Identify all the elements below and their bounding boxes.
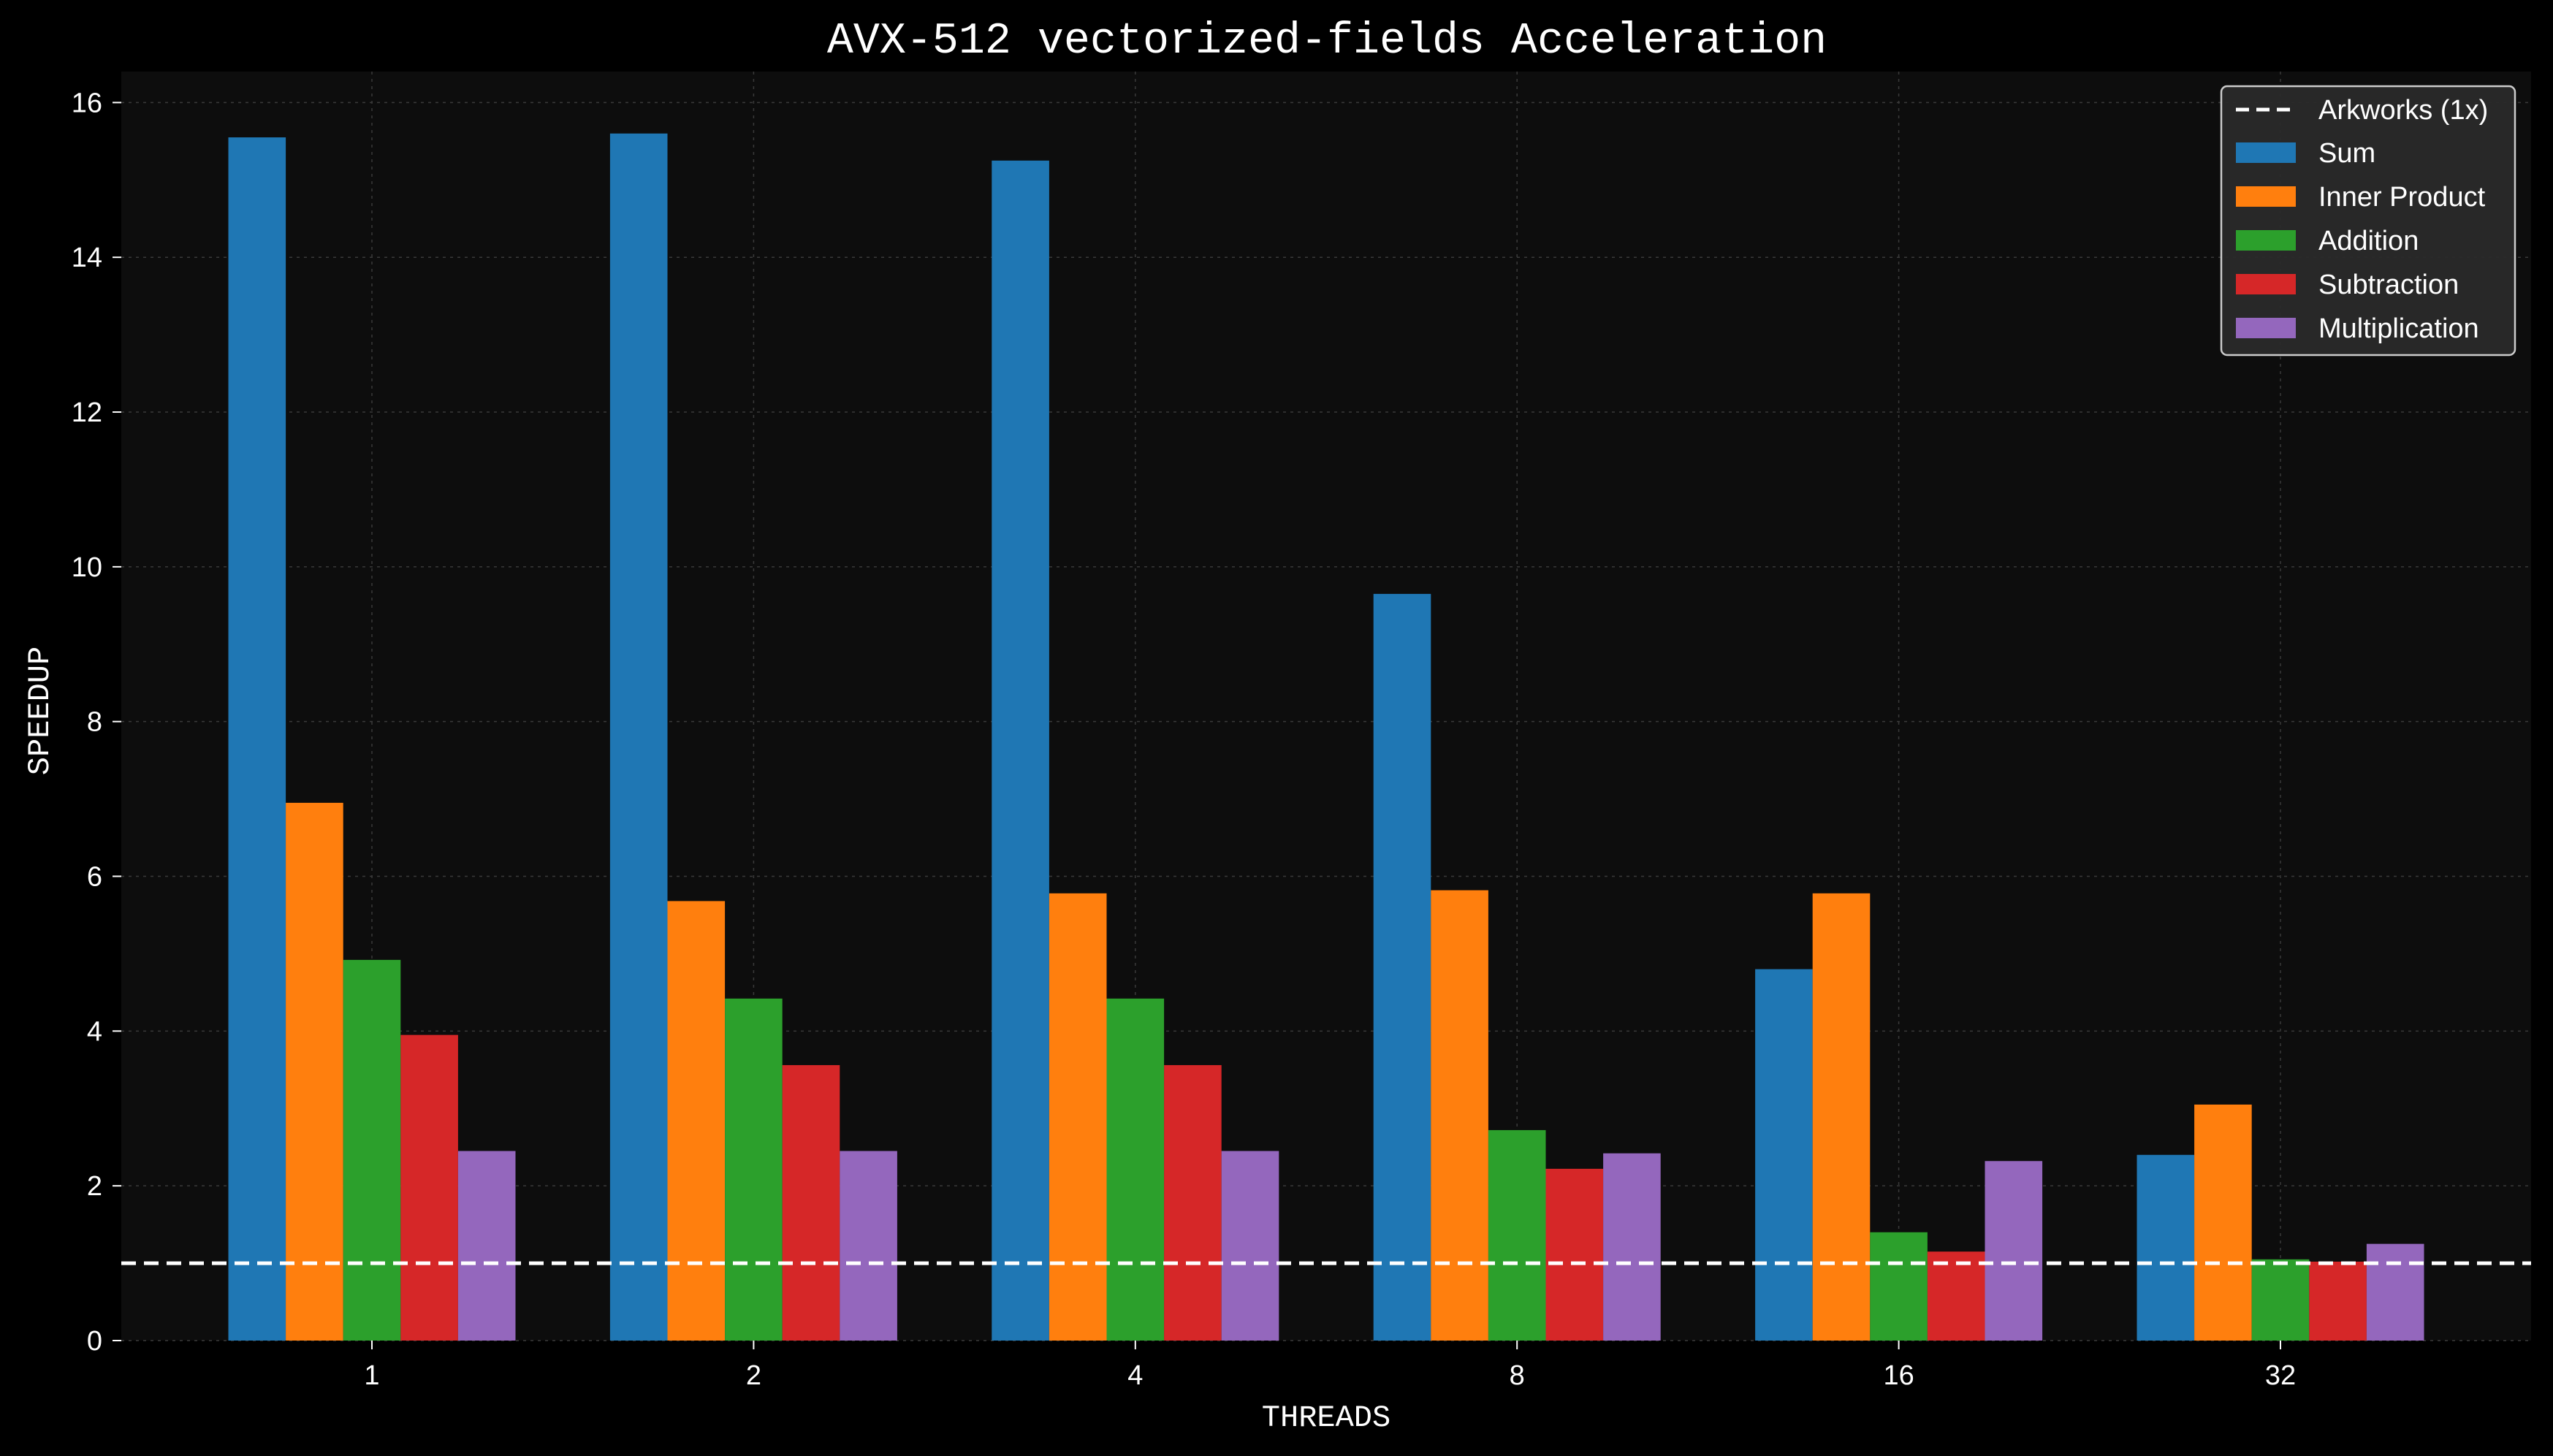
legend-label: Subtraction: [2318, 270, 2459, 300]
legend-label-baseline: Arkworks (1x): [2318, 95, 2488, 126]
bar-addition-1: [343, 959, 401, 1341]
legend-swatch-subtraction: [2236, 274, 2296, 294]
x-axis-label: THREADS: [1262, 1400, 1390, 1436]
legend: Arkworks (1x) Sum Inner Product Addition Su…: [2220, 85, 2516, 357]
bar-inner-product-32: [2194, 1104, 2252, 1341]
bar-addition-16: [1870, 1232, 1928, 1341]
bar-inner-product-8: [1431, 890, 1488, 1341]
bar-sum-4: [992, 160, 1049, 1341]
bar-sum-16: [1755, 969, 1813, 1341]
bar-multiplication-4: [1221, 1151, 1279, 1341]
bar-subtraction-4: [1164, 1064, 1222, 1341]
bar-subtraction-32: [2309, 1261, 2367, 1341]
y-tick-label: 12: [72, 397, 102, 428]
bar-sum-1: [228, 137, 286, 1341]
x-tick-label: 1: [364, 1360, 379, 1391]
legend-swatch-multiplication: [2236, 318, 2296, 338]
x-tick-label: 32: [2265, 1360, 2296, 1391]
bar-multiplication-2: [840, 1151, 897, 1341]
bar-multiplication-8: [1603, 1153, 1661, 1341]
bar-subtraction-1: [400, 1034, 458, 1341]
legend-label: Inner Product: [2318, 182, 2486, 213]
y-tick-label: 16: [72, 88, 102, 118]
bar-inner-product-16: [1812, 893, 1871, 1341]
y-tick-label: 8: [87, 707, 102, 738]
legend-swatch-sum: [2236, 142, 2296, 163]
y-tick-label: 0: [87, 1326, 102, 1357]
bar-inner-product-4: [1049, 893, 1107, 1341]
y-axis-label: SPEEDUP: [23, 647, 58, 775]
x-tick-label: 2: [746, 1360, 761, 1391]
legend-swatch-addition: [2236, 230, 2296, 251]
bar-multiplication-16: [1985, 1161, 2043, 1341]
bar-sum-8: [1373, 593, 1431, 1341]
y-tick-label: 14: [72, 243, 102, 273]
bar-addition-32: [2251, 1259, 2310, 1341]
y-tick-label: 6: [87, 862, 102, 893]
bar-sum-2: [609, 133, 668, 1341]
plot-area: [121, 72, 2531, 1341]
bar-addition-4: [1106, 998, 1165, 1341]
y-tick-label: 10: [72, 552, 102, 583]
bar-addition-2: [725, 998, 783, 1341]
bars: [228, 133, 2424, 1341]
bar-sum-32: [2137, 1154, 2195, 1341]
bar-inner-product-2: [667, 901, 726, 1341]
legend-label: Sum: [2318, 138, 2375, 169]
y-tick-label: 2: [87, 1171, 102, 1202]
bar-subtraction-8: [1545, 1168, 1604, 1341]
chart-title: AVX-512 vectorized-fields Acceleration: [827, 17, 1827, 66]
bar-inner-product-1: [286, 802, 343, 1341]
y-axis-ticks: 0 2 4 6 8 10 12 14 16: [72, 88, 121, 1357]
bar-subtraction-2: [782, 1064, 840, 1341]
x-tick-label: 8: [1510, 1360, 1525, 1391]
y-tick-label: 4: [87, 1016, 102, 1047]
x-tick-label: 4: [1127, 1360, 1143, 1391]
x-tick-label: 16: [1883, 1360, 1914, 1391]
bar-addition-8: [1488, 1129, 1546, 1341]
bar-multiplication-32: [2366, 1243, 2424, 1341]
bar-multiplication-1: [457, 1151, 516, 1341]
legend-swatch-inner-product: [2236, 186, 2296, 207]
legend-label: Addition: [2318, 226, 2419, 256]
bar-subtraction-16: [1927, 1251, 1985, 1341]
legend-label: Multiplication: [2318, 313, 2479, 344]
x-axis-ticks: 1 2 4 8 16 32: [364, 1341, 2296, 1391]
